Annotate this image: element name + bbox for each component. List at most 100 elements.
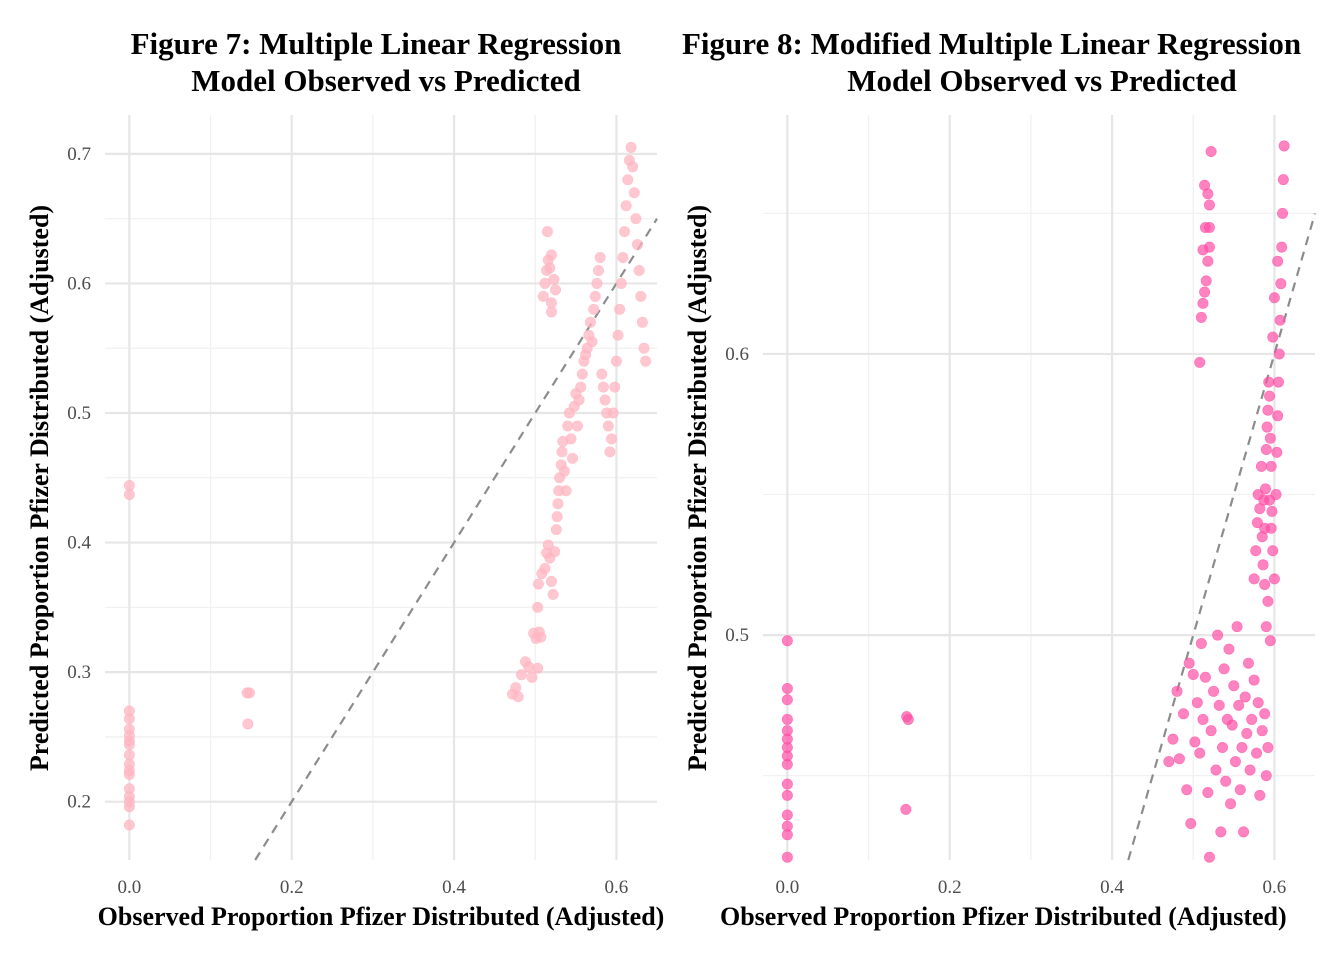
figure-8-data-point	[1205, 725, 1217, 737]
figure-8-data-point	[1272, 376, 1284, 388]
figure-8-data-point	[781, 809, 793, 821]
figure-8-data-point	[781, 829, 793, 841]
figure-7-grid	[105, 115, 657, 860]
figure-7-data-point	[571, 420, 583, 432]
figure-8-data-point	[1273, 348, 1285, 360]
figure-8-data-point	[1213, 699, 1225, 711]
figure-8-data-point	[1267, 331, 1279, 343]
figure-8-y-axis-label: Predicted Proportion Pfizer Distributed …	[683, 205, 712, 771]
figure-7-panel: Figure 7: Multiple Linear Regression Mod…	[25, 26, 664, 931]
figure-8-data-point	[1238, 826, 1250, 838]
figure-7-data-point	[615, 277, 627, 289]
figure-7-data-point	[575, 381, 587, 393]
figure-8-data-point	[781, 778, 793, 790]
figure-8-data-point	[1265, 460, 1277, 472]
figure-8-data-point	[1203, 199, 1215, 211]
figure-7-data-point	[545, 306, 557, 318]
figure-7-data-point	[123, 489, 135, 501]
figure-7-data-point	[565, 433, 577, 445]
figure-8-data-point	[1203, 221, 1215, 233]
figure-8-data-point	[781, 713, 793, 725]
figure-7-data-point	[123, 713, 135, 725]
figure-8-data-point	[1259, 483, 1271, 495]
figure-7-data-point	[550, 284, 562, 296]
figure-7-y-tick-label: 0.7	[67, 144, 91, 165]
figure-8-data-point	[1194, 747, 1206, 759]
figure-7-data-point	[537, 290, 549, 302]
figure-7-y-tick-label: 0.5	[67, 403, 91, 424]
figure-8-reference-line	[1127, 213, 1317, 861]
figure-7-data-point	[562, 420, 574, 432]
figure-7-data-point	[588, 303, 600, 315]
figure-8-data-point	[1246, 713, 1258, 725]
figure-8-title-line-1: Figure 8: Modified Multiple Linear Regre…	[682, 26, 1301, 61]
figure-8-data-point	[781, 789, 793, 801]
figure-7-x-tick-label: 0.4	[442, 877, 466, 898]
figure-8-data-point	[1255, 460, 1267, 472]
figure-7-data-point	[560, 485, 572, 497]
figure-8-data-point	[1251, 747, 1263, 759]
figure-7-title-line-1: Figure 7: Multiple Linear Regression	[131, 26, 622, 61]
figure-8-data-point	[1256, 725, 1268, 737]
figure-8-data-point	[1268, 573, 1280, 585]
figure-7-y-axis-label: Predicted Proportion Pfizer Distributed …	[25, 205, 54, 771]
figure-8-data-point	[1252, 697, 1264, 709]
figure-8-data-point	[1276, 241, 1288, 253]
figure-7-data-point	[576, 368, 588, 380]
figure-7-y-tick-label: 0.4	[67, 533, 91, 554]
figure-7-x-tick-label: 0.0	[117, 877, 141, 898]
figure-8-data-point	[1181, 784, 1193, 796]
figure-7-data-point	[552, 498, 564, 510]
figure-8-data-point	[1225, 798, 1237, 810]
figure-8-data-point	[1194, 356, 1206, 368]
figure-8-data-point	[781, 683, 793, 695]
figure-8-data-point	[1260, 621, 1272, 633]
figure-8-data-point	[1229, 756, 1241, 768]
figure-7-data-point	[550, 524, 562, 536]
figure-7-data-point	[589, 290, 601, 302]
figure-7-data-point	[549, 546, 561, 558]
figure-8-data-point	[1202, 188, 1214, 200]
figure-8-data-point	[1171, 685, 1183, 697]
figure-7-data-point	[628, 187, 640, 199]
figure-8-data-point	[1264, 494, 1276, 506]
figure-7-data-point	[558, 465, 570, 477]
figure-7-data-point	[547, 588, 559, 600]
figure-7-y-ticks: 0.2 0.3 0.4 0.5 0.6 0.7	[67, 144, 91, 813]
figure-8-x-axis-label: Observed Proportion Pfizer Distributed (…	[720, 902, 1287, 931]
figure-8-data-point	[1197, 297, 1209, 309]
figure-7-data-point	[625, 141, 637, 153]
figure-7-data-point	[541, 226, 553, 238]
figure-7-data-point	[123, 768, 135, 780]
figure-7-data-point	[597, 381, 609, 393]
figure-7-data-point	[610, 355, 622, 367]
figure-7-data-point	[586, 336, 598, 348]
figure-8-data-point	[1218, 663, 1230, 675]
figure-8-data-point	[1177, 708, 1189, 720]
figure-8-data-point	[1254, 789, 1266, 801]
figure-7-data-point	[604, 446, 616, 458]
figure-8-grid	[763, 115, 1315, 860]
figure-8-data-point	[1264, 390, 1276, 402]
figure-7-title-line-2: Model Observed vs Predicted	[191, 63, 580, 98]
figure-8-data-point	[1277, 174, 1289, 186]
figure-8-y-tick-label: 0.6	[725, 344, 749, 365]
figure-8-x-tick-label: 0.4	[1100, 877, 1124, 898]
figure-7-data-point	[548, 274, 560, 286]
figure-7-data-point	[567, 452, 579, 464]
figure-7-data-point	[532, 601, 544, 613]
figure-7-data-point	[599, 394, 611, 406]
figure-7-data-point	[612, 329, 624, 341]
figure-8-data-point	[1203, 851, 1215, 863]
figure-7-data-point	[556, 446, 568, 458]
figure-7-data-point	[515, 669, 527, 681]
figure-7-data-point	[243, 687, 255, 699]
figure-8-data-point	[1210, 764, 1222, 776]
figure-7-x-tick-label: 0.2	[280, 877, 304, 898]
figure-7-data-point	[123, 739, 135, 751]
figure-7-y-tick-label: 0.2	[67, 792, 91, 813]
figure-7-data-point	[512, 691, 524, 703]
figure-7-reference-line	[254, 218, 658, 861]
figure-7-data-point	[526, 671, 538, 683]
